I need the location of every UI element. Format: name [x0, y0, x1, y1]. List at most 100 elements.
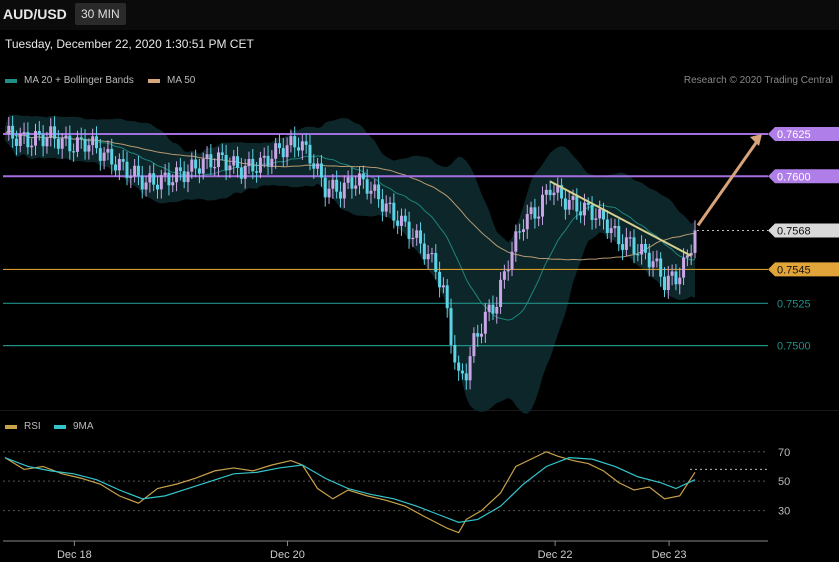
- candle-body: [316, 163, 320, 169]
- candle-body: [297, 147, 301, 151]
- candle-body: [582, 202, 586, 216]
- candle-body: [133, 165, 137, 177]
- candle-body: [460, 370, 464, 374]
- candle: [628, 231, 632, 247]
- candle: [155, 175, 159, 199]
- candle-body: [495, 306, 499, 314]
- candle-body: [579, 211, 583, 216]
- candle-body: [472, 333, 476, 357]
- candle-body: [33, 131, 37, 146]
- candle: [533, 198, 537, 229]
- level-label: 0.7625: [777, 129, 811, 141]
- legend-ma50-label: MA 50: [167, 75, 196, 86]
- candle: [586, 197, 590, 211]
- candle: [602, 202, 606, 230]
- candle: [11, 115, 15, 148]
- candle: [129, 168, 133, 188]
- candle-body: [327, 188, 331, 198]
- candle: [87, 138, 91, 160]
- candle-body: [41, 134, 45, 147]
- candle: [457, 355, 461, 381]
- candle: [220, 143, 224, 161]
- candle: [438, 261, 442, 298]
- candle-body: [331, 179, 335, 189]
- candle: [216, 147, 220, 177]
- ma9-swatch: [54, 424, 66, 429]
- candle-body: [182, 171, 186, 183]
- candle: [560, 178, 564, 207]
- candle: [480, 323, 484, 344]
- candle: [346, 170, 350, 189]
- candle: [358, 166, 362, 195]
- rsi-tick-label: 50: [778, 476, 790, 488]
- candle-body: [247, 158, 251, 166]
- candle-body: [312, 163, 316, 169]
- candle-body: [220, 152, 224, 155]
- candle: [567, 190, 571, 215]
- candle: [102, 146, 106, 170]
- candle-body: [422, 243, 426, 260]
- candle: [136, 155, 140, 186]
- candle: [472, 327, 476, 363]
- candle-body: [144, 182, 148, 190]
- candle: [72, 143, 76, 162]
- candle-body: [236, 156, 240, 168]
- candle: [68, 125, 72, 160]
- candle: [640, 235, 644, 265]
- candle: [403, 208, 407, 227]
- candle-body: [209, 154, 213, 168]
- ma20-swatch: [5, 78, 17, 83]
- time-tick-label: Dec 20: [270, 549, 305, 561]
- candle: [449, 298, 453, 354]
- rsi-swatch: [5, 424, 17, 429]
- candle: [674, 264, 678, 291]
- candle-body: [342, 182, 346, 199]
- candle: [350, 167, 354, 199]
- candle: [110, 138, 114, 175]
- candle: [445, 279, 449, 318]
- credit-label: Research © 2020 Trading Central: [683, 75, 833, 86]
- candle-body: [53, 126, 57, 139]
- candle: [663, 267, 667, 298]
- candle-body: [102, 152, 106, 161]
- candle: [293, 126, 297, 158]
- timeframe-button[interactable]: 30 MIN: [75, 3, 126, 25]
- candle-body: [45, 137, 49, 147]
- candle: [460, 363, 464, 380]
- candle-body: [651, 261, 655, 268]
- candle-body: [487, 304, 491, 312]
- candle-body: [659, 258, 663, 277]
- candle: [190, 152, 194, 179]
- candle-body: [563, 198, 567, 210]
- candle: [487, 299, 491, 322]
- candle-body: [338, 191, 342, 199]
- candle-body: [369, 190, 373, 194]
- candle-body: [571, 196, 575, 201]
- candle-body: [361, 173, 365, 180]
- candle: [544, 184, 548, 205]
- candle-body: [239, 167, 243, 179]
- candle-body: [37, 131, 41, 135]
- candle-body: [304, 141, 308, 145]
- candle: [563, 188, 567, 220]
- candle-body: [666, 275, 670, 291]
- time-tick-label: Dec 18: [57, 549, 92, 561]
- candle-body: [521, 229, 525, 233]
- candle-body: [560, 185, 564, 199]
- candle-body: [224, 154, 228, 171]
- level-label: 0.7500: [777, 341, 811, 353]
- candle: [26, 122, 30, 155]
- candle: [377, 175, 381, 208]
- candle-body: [510, 251, 514, 271]
- candle: [148, 165, 152, 193]
- candle-body: [232, 156, 236, 166]
- candle: [178, 157, 182, 181]
- candle-body: [502, 271, 506, 280]
- candle-body: [125, 161, 129, 178]
- rsi-tick-label: 30: [778, 506, 790, 518]
- candle-body: [68, 135, 72, 152]
- candle-body: [91, 136, 95, 146]
- candle: [396, 210, 400, 235]
- candle: [643, 238, 647, 260]
